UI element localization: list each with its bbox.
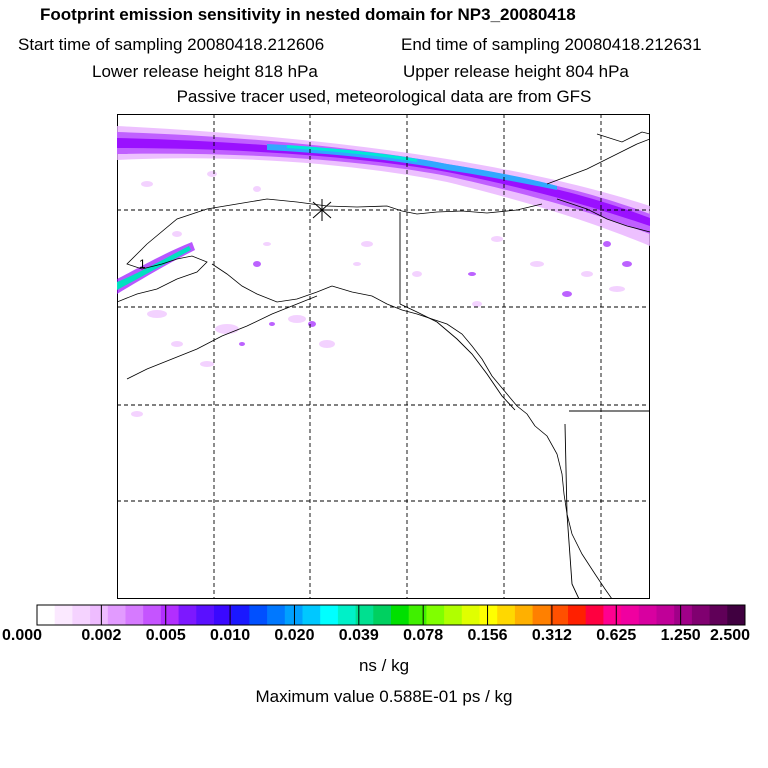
- colorbar-swatch: [249, 605, 268, 625]
- colorbar-swatch: [426, 605, 445, 625]
- upper-release-height: Upper release height 804 hPa: [403, 62, 629, 81]
- footprint-map: 1: [117, 114, 650, 599]
- colorbar-tick-label: 0.002: [81, 627, 122, 644]
- colorbar-swatch: [514, 605, 533, 625]
- colorbar-swatch: [160, 605, 179, 625]
- receptor-asterisk-icon: [311, 199, 333, 221]
- colorbar-swatch: [408, 605, 427, 625]
- colorbar-swatch: [568, 605, 587, 625]
- title: Footprint emission sensitivity in nested…: [40, 5, 576, 24]
- coastlines: [117, 131, 650, 599]
- colorbar-swatch: [37, 605, 56, 625]
- political-borders: [399, 212, 650, 599]
- tracer-note: Passive tracer used, meteorological data…: [176, 87, 592, 106]
- colorbar-swatch: [391, 605, 410, 625]
- colorbar-tick-label: 0.000: [1, 627, 43, 644]
- colorbar-tick-label: 0.156: [467, 627, 508, 644]
- colorbar-swatch: [621, 605, 640, 625]
- end-time: End time of sampling 20080418.212631: [401, 35, 702, 54]
- colorbar-swatch: [231, 605, 250, 625]
- colorbar-swatch: [674, 605, 693, 625]
- colorbar-swatch: [709, 605, 728, 625]
- colorbar-swatch: [691, 605, 710, 625]
- colorbar-swatch: [267, 605, 286, 625]
- colorbar-swatch: [532, 605, 551, 625]
- colorbar-swatch: [214, 605, 233, 625]
- colorbar-tick-label: 0.078: [403, 627, 444, 644]
- colorbar-swatch: [107, 605, 126, 625]
- colorbar-tick-label: 0.312: [531, 627, 572, 644]
- colorbar-swatch: [196, 605, 215, 625]
- colorbar-swatch: [355, 605, 374, 625]
- plume-band: [117, 126, 650, 294]
- colorbar-tick-label: 2.500: [709, 627, 751, 644]
- colorbar-tick-label: 0.005: [145, 627, 186, 644]
- colorbar-tick-label: 0.010: [210, 627, 251, 644]
- colorbar-tick-label: 0.625: [596, 627, 637, 644]
- sensitivity-patches: [131, 171, 625, 417]
- colorbar-swatch: [603, 605, 622, 625]
- receptor-label: 1: [139, 257, 146, 271]
- colorbar-swatch: [444, 605, 463, 625]
- colorbar-swatch: [550, 605, 569, 625]
- colorbar-swatch: [90, 605, 109, 625]
- colorbar: [36, 604, 746, 626]
- colorbar-tick-label: 0.039: [338, 627, 379, 644]
- colorbar-swatch: [373, 605, 392, 625]
- colorbar-swatch: [54, 605, 73, 625]
- maximum-value: Maximum value 0.588E-01 ps / kg: [255, 687, 513, 706]
- colorbar-tick-label: 1.250: [660, 627, 701, 644]
- colorbar-swatch: [727, 605, 746, 625]
- start-time: Start time of sampling 20080418.212606: [18, 35, 325, 54]
- lower-release-height: Lower release height 818 hPa: [92, 62, 318, 81]
- colorbar-swatch: [320, 605, 339, 625]
- colorbar-swatch: [656, 605, 675, 625]
- colorbar-swatch: [72, 605, 91, 625]
- colorbar-tick-label: 0.020: [274, 627, 315, 644]
- colorbar-swatch: [479, 605, 498, 625]
- colorbar-swatch: [143, 605, 162, 625]
- colorbar-swatch: [337, 605, 356, 625]
- colorbar-swatch: [497, 605, 516, 625]
- colorbar-swatch: [284, 605, 303, 625]
- latlon-grid: [117, 114, 650, 599]
- colorbar-units: ns / kg: [358, 656, 410, 675]
- colorbar-swatch: [178, 605, 197, 625]
- colorbar-swatch: [125, 605, 144, 625]
- colorbar-border: [36, 604, 746, 626]
- colorbar-swatch: [461, 605, 480, 625]
- colorbar-swatch: [585, 605, 604, 625]
- colorbar-swatch: [638, 605, 657, 625]
- colorbar-swatch: [302, 605, 321, 625]
